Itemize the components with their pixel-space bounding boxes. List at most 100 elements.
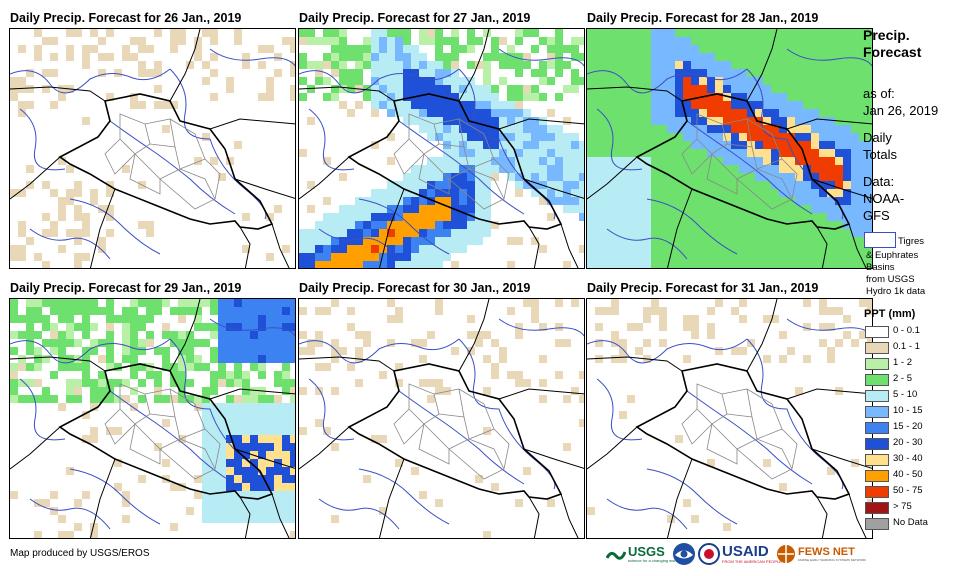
precip-cell	[258, 499, 266, 507]
precip-cell	[739, 93, 747, 101]
precip-cell	[347, 261, 355, 268]
precip-cell	[619, 93, 627, 101]
precip-cell	[475, 213, 483, 221]
precip-cell	[315, 261, 323, 268]
precip-cell	[587, 189, 595, 197]
river-line	[109, 390, 236, 485]
precip-cell	[483, 189, 491, 197]
precip-cell	[266, 467, 274, 475]
precip-cell	[539, 37, 547, 45]
precip-cell	[651, 157, 659, 165]
precip-cell	[347, 53, 355, 61]
precip-cell	[331, 253, 339, 261]
precip-cell	[691, 85, 699, 93]
precip-cell	[731, 253, 739, 261]
precip-cell	[234, 29, 242, 37]
precip-cell	[242, 459, 250, 467]
precip-cell	[379, 101, 387, 109]
precip-cell	[835, 213, 843, 221]
precip-cell	[851, 181, 859, 189]
precip-cell	[451, 181, 459, 189]
precip-cell	[282, 427, 290, 435]
precip-cell	[282, 245, 290, 253]
precip-cell	[475, 181, 483, 189]
precip-cell	[739, 141, 747, 149]
precip-cell	[867, 157, 872, 165]
precip-cell	[619, 69, 627, 77]
precip-cell	[435, 61, 443, 69]
precip-cell	[250, 363, 258, 371]
precip-cell	[451, 77, 459, 85]
precip-cell	[323, 157, 331, 165]
precip-cell	[290, 443, 295, 451]
precip-cell	[435, 237, 443, 245]
precip-cell	[643, 173, 651, 181]
precip-cell	[723, 245, 731, 253]
precip-cell	[635, 229, 643, 237]
precip-cell	[747, 197, 755, 205]
precip-cell	[651, 253, 659, 261]
precip-cell	[331, 237, 339, 245]
precip-cell	[34, 363, 42, 371]
precip-cell	[659, 315, 667, 323]
precip-cell	[819, 93, 827, 101]
precip-cell	[395, 53, 403, 61]
precip-cell	[859, 165, 867, 173]
precip-cell	[355, 261, 363, 268]
precip-cell	[755, 77, 763, 85]
precip-cell	[106, 363, 114, 371]
precip-cell	[731, 347, 739, 355]
precip-cell	[331, 245, 339, 253]
precip-cell	[475, 229, 483, 237]
precip-cell	[683, 85, 691, 93]
precip-cell	[331, 69, 339, 77]
precip-cell	[282, 419, 290, 427]
precip-cell	[50, 395, 58, 403]
precip-cell	[419, 245, 427, 253]
precip-cell	[10, 77, 18, 85]
precip-cell	[50, 491, 58, 499]
precip-cell	[667, 157, 675, 165]
map-graphic	[10, 29, 295, 268]
precip-cell	[763, 165, 771, 173]
precip-cell	[427, 237, 435, 245]
precip-cell	[50, 371, 58, 379]
precip-cell	[699, 213, 707, 221]
precip-cell	[499, 355, 507, 363]
precip-cell	[130, 355, 138, 363]
precip-cell	[651, 37, 659, 45]
precip-cell	[419, 109, 427, 117]
precip-cell	[819, 45, 827, 53]
precip-cell	[515, 181, 523, 189]
precip-cell	[170, 45, 178, 53]
precip-cell	[250, 443, 258, 451]
precip-cell	[82, 45, 90, 53]
precip-cell	[547, 77, 555, 85]
precip-cell	[82, 315, 90, 323]
precip-cell	[699, 237, 707, 245]
precip-cell	[274, 371, 282, 379]
neighbor-border	[560, 493, 579, 538]
precip-cell	[675, 237, 683, 245]
precip-cell	[363, 61, 371, 69]
precip-cell	[274, 69, 282, 77]
panel-title-6: Daily Precip. Forecast for 31 Jan., 2019	[587, 281, 819, 295]
precip-cell	[82, 379, 90, 387]
precip-cell	[371, 141, 379, 149]
precip-cell	[779, 125, 787, 133]
precip-cell	[843, 53, 851, 61]
precip-cell	[42, 315, 50, 323]
precip-cell	[323, 29, 331, 37]
precip-cell	[803, 205, 811, 213]
asof-label: as of:	[863, 86, 895, 101]
precip-cell	[619, 77, 627, 85]
precip-cell	[747, 173, 755, 181]
precip-cell	[467, 221, 475, 229]
province-boundary	[169, 118, 206, 170]
precip-cell	[515, 173, 523, 181]
precip-cell	[435, 125, 443, 133]
precip-cell	[186, 339, 194, 347]
precip-cell	[178, 347, 186, 355]
precip-cell	[851, 53, 859, 61]
precip-cell	[507, 157, 515, 165]
